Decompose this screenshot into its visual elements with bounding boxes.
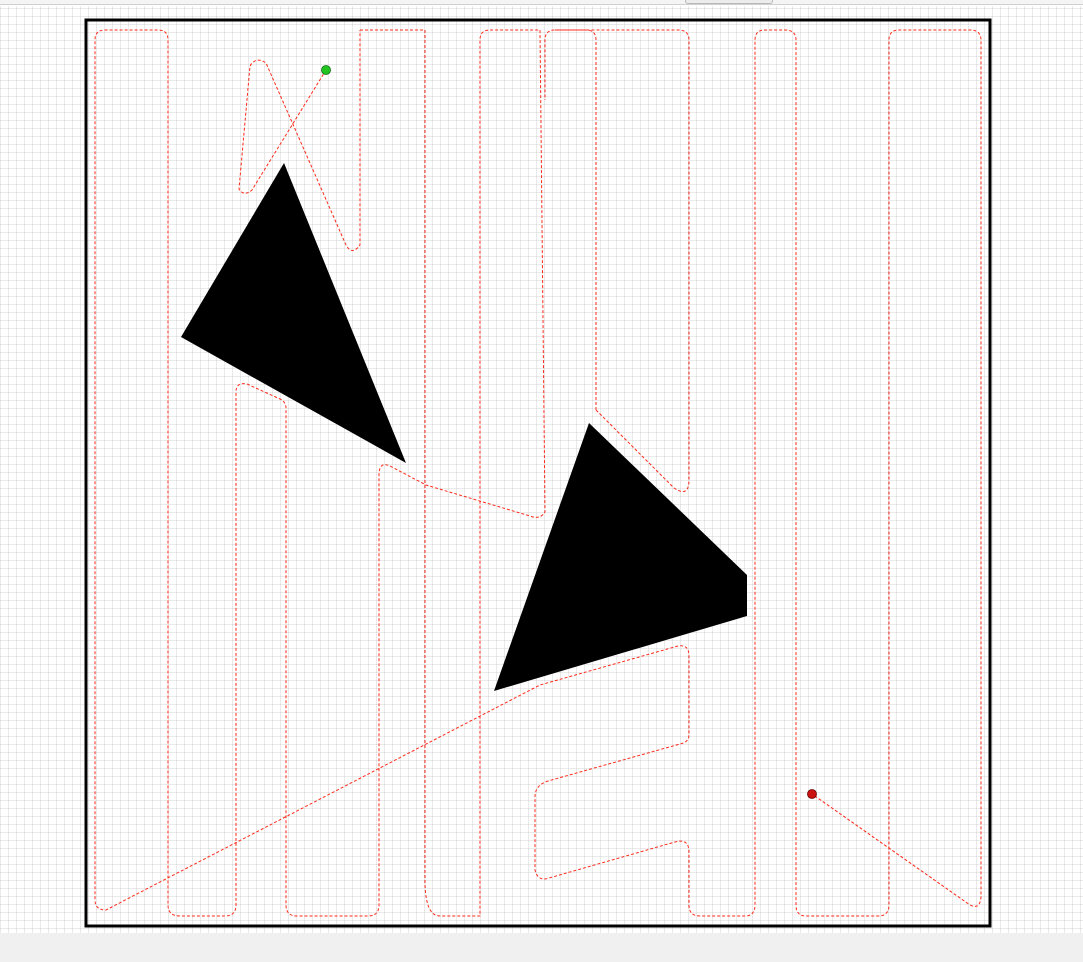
end-point-marker — [807, 789, 817, 799]
coverage-path — [94, 29, 982, 917]
path-segment-top-edge — [360, 29, 426, 880]
grid-background — [0, 6, 1083, 933]
path-segment-left-sweeps — [94, 29, 982, 917]
obstacle-triangle-upper — [181, 163, 406, 463]
planner-canvas[interactable] — [0, 6, 1083, 933]
obstacle-quad-lower — [494, 423, 747, 691]
status-bar — [0, 933, 1083, 962]
path-segment-start-loops — [238, 30, 361, 251]
toolbar-button[interactable] — [685, 0, 773, 4]
window-top-strip — [0, 0, 1083, 5]
start-point-marker — [321, 65, 331, 75]
workspace-boundary — [84, 18, 992, 928]
coverage-map-svg — [0, 6, 1083, 933]
path-segment-upper-right-sweep — [544, 29, 690, 493]
